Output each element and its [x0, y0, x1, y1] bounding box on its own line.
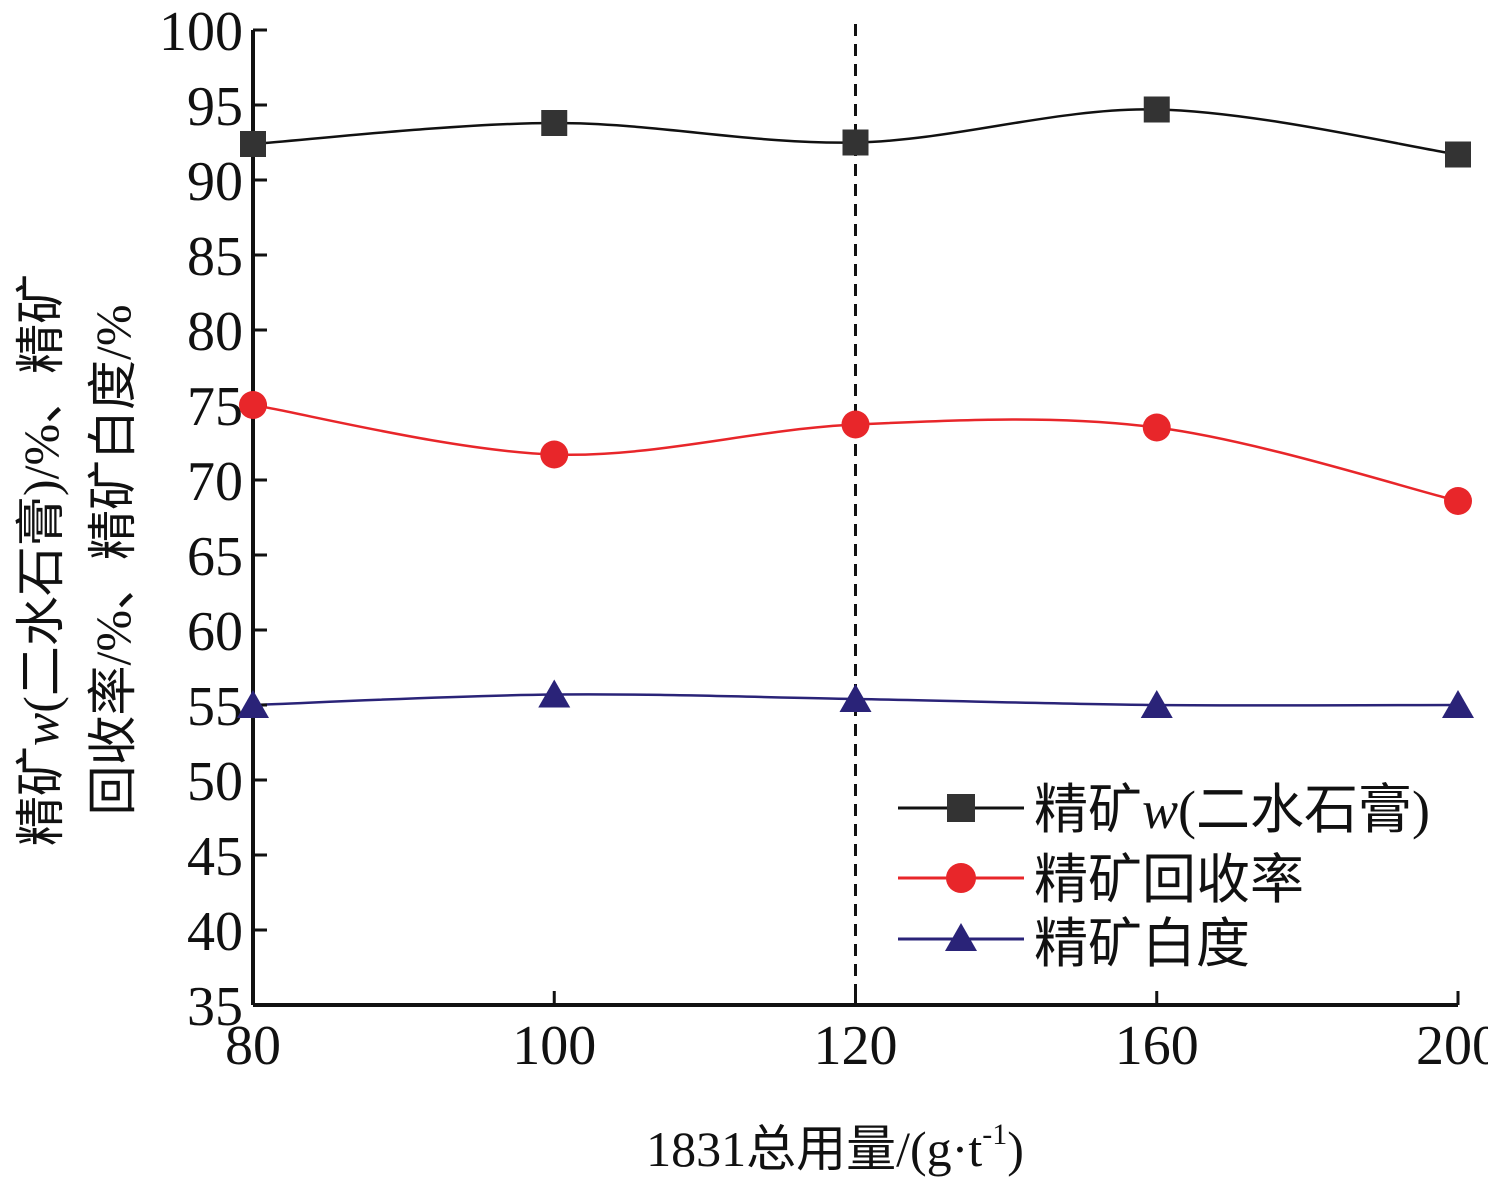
x-axis-title-end: ) [1007, 1121, 1024, 1177]
data-point-circle [1142, 413, 1171, 442]
y-tick-label: 65 [187, 526, 243, 588]
y-axis-title-line2: 回收率/%、精矿白度/% [85, 304, 141, 815]
y-axis-title-line1-b: w [13, 713, 69, 746]
y-tick-label: 100 [159, 1, 243, 63]
ticks: 35 40 45 50 55 60 65 70 75 80 85 90 95 100 80 100 120 160… [159, 1, 1488, 1077]
y-tick-label: 70 [187, 451, 243, 513]
legend-label-3: 精矿白度 [1034, 914, 1250, 974]
data-point-square [842, 129, 869, 156]
y-axis-title-line1-a: 精矿 [13, 746, 69, 846]
y-tick-label: 45 [187, 826, 243, 888]
data-point-triangle [237, 690, 269, 718]
x-tick-label: 200 [1416, 1015, 1488, 1077]
data-point-circle [1444, 487, 1472, 515]
y-tick-label: 60 [187, 601, 243, 663]
legend-marker-circle [946, 863, 976, 893]
data-point-square [1445, 141, 1471, 168]
data-point-circle [841, 410, 870, 439]
data-point-circle [239, 391, 267, 419]
data-point-triangle [839, 684, 872, 712]
legend-marker-triangle [945, 923, 977, 951]
y-tick-label: 55 [187, 676, 243, 738]
x-axis-title: 1831总用量/(g·t-1) [646, 1118, 1024, 1177]
legend-label-2: 精矿回收率 [1034, 850, 1304, 910]
y-tick-label: 75 [187, 376, 243, 438]
x-axis-title-main: 1831总用量/(g·t [646, 1121, 982, 1177]
data-point-square [541, 110, 568, 136]
legend-marker-square [947, 794, 975, 822]
legend: 精矿w(二水石膏) 精矿回收率 精矿白度 [898, 780, 1430, 974]
x-axis-title-sup: -1 [982, 1118, 1007, 1151]
data-point-triangle [1140, 690, 1173, 718]
y-axis-title-line1-c: (二水石膏)/%、精矿 [13, 274, 69, 713]
svg-text:精矿w(二水石膏)/%、精矿: 精矿w(二水石膏)/%、精矿 [13, 274, 69, 846]
data-point-triangle [1442, 690, 1474, 718]
y-tick-label: 50 [187, 751, 243, 813]
data-point-circle [540, 440, 569, 469]
data-point-square [1143, 96, 1170, 123]
y-tick-label: 85 [187, 226, 243, 288]
x-tick-label: 160 [1115, 1015, 1199, 1077]
y-tick-label: 35 [187, 976, 243, 1038]
x-tick-label: 120 [814, 1015, 898, 1077]
series-markers [237, 96, 1474, 718]
legend-label-1: 精矿w(二水石膏) [1034, 780, 1430, 840]
y-axis-title: 精矿w(二水石膏)/%、精矿 回收率/%、精矿白度/% [13, 274, 141, 846]
y-tick-label: 90 [187, 151, 243, 213]
y-tick-label: 80 [187, 301, 243, 363]
data-point-square [240, 131, 266, 157]
y-tick-label: 95 [187, 76, 243, 138]
y-tick-label: 40 [187, 901, 243, 963]
x-tick-label: 100 [512, 1015, 596, 1077]
x-tick-label: 80 [225, 1015, 281, 1077]
data-point-triangle [538, 679, 571, 708]
